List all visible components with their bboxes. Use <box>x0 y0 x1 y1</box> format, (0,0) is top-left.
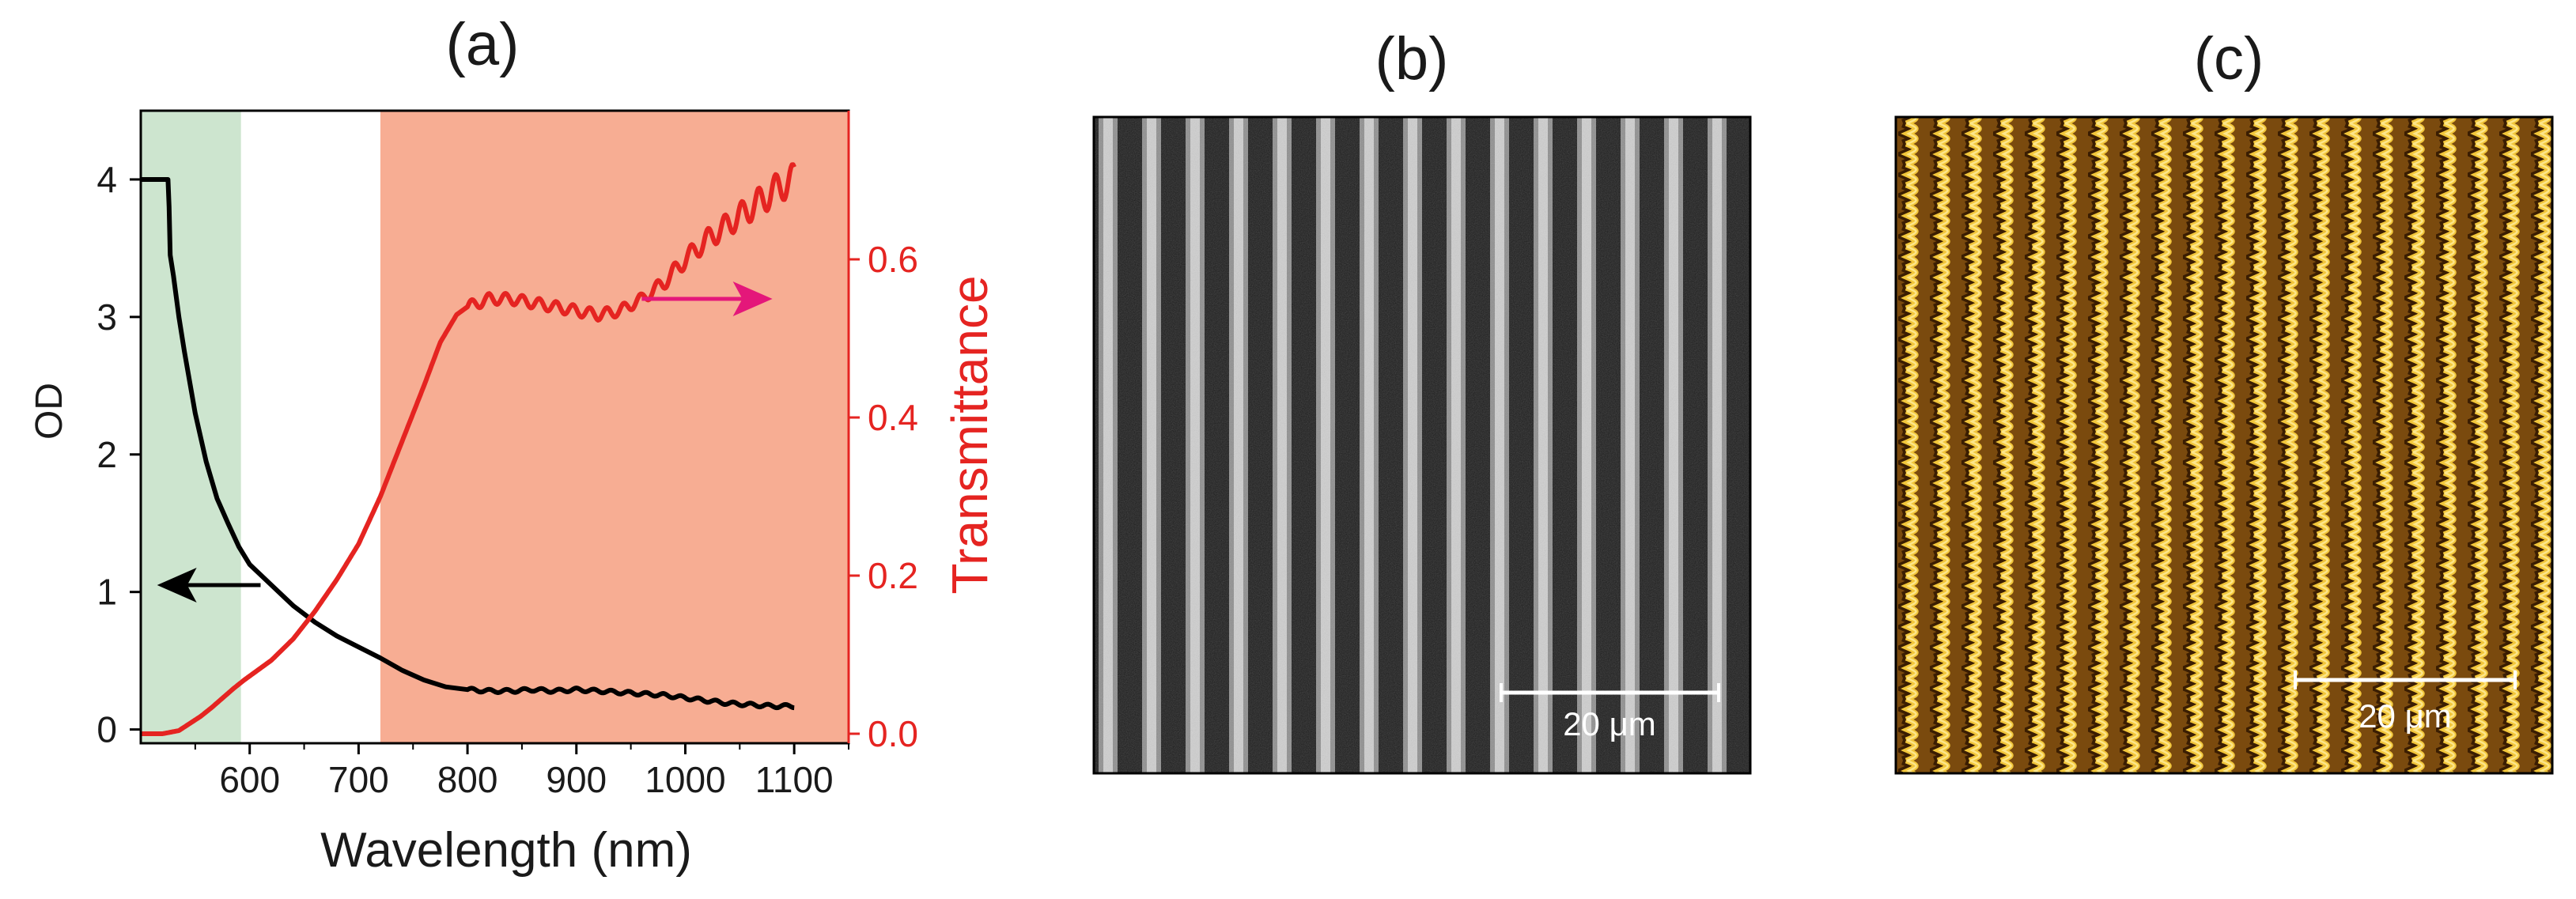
transmittance-series <box>139 162 796 736</box>
y2-axis-title: Transmittance <box>941 275 998 594</box>
scale-bar-b-label: 20 μm <box>1563 705 1656 742</box>
panel-a: (a) 600 700 800 900 1000 1100 0 1 2 3 4 0.0 0.2 0.4… <box>28 11 998 878</box>
shaded-region-1 <box>380 111 849 743</box>
x-tick-label-5: 1100 <box>755 759 834 800</box>
y2-tick-label-3: 0.6 <box>868 239 918 280</box>
x-axis-title: Wavelength (nm) <box>320 823 692 878</box>
series-line-0 <box>141 177 796 711</box>
y-tick-label-4: 4 <box>96 159 117 200</box>
scale-bar-c-label: 20 μm <box>2358 697 2452 735</box>
annotation-arrow-0 <box>157 568 261 602</box>
y-ticks: 0 1 2 3 4 <box>96 159 141 750</box>
y-tick-label-1: 1 <box>96 572 117 613</box>
y-tick-label-2: 2 <box>96 434 117 475</box>
panel-c: (c) 20 μm <box>1894 25 2554 775</box>
y2-ticks: 0.0 0.2 0.4 0.6 <box>847 111 918 754</box>
x-ticks: 600 700 800 900 1000 1100 <box>194 743 849 800</box>
scale-bar-c: 20 μm <box>2294 670 2517 735</box>
y-tick-label-3: 3 <box>96 297 117 338</box>
annotation-arrow-1 <box>641 281 773 316</box>
x-tick-label-0: 600 <box>219 759 280 800</box>
panel-b: (b) 20 μm <box>1092 25 1752 775</box>
x-tick-label-2: 800 <box>437 759 498 800</box>
panel-c-label: (c) <box>2194 25 2264 93</box>
y-tick-label-0: 0 <box>96 709 117 750</box>
scale-bar-b: 20 μm <box>1500 683 1720 742</box>
annotations <box>157 281 773 602</box>
panel-b-label: (b) <box>1375 25 1449 93</box>
od-series <box>141 177 796 711</box>
sem-image <box>1092 115 1752 775</box>
y2-tick-label-1: 0.2 <box>868 555 918 596</box>
x-tick-label-1: 700 <box>328 759 389 800</box>
panel-a-label: (a) <box>446 11 520 78</box>
y2-tick-label-2: 0.4 <box>868 397 918 438</box>
y2-tick-label-0: 0.0 <box>868 713 918 754</box>
shaded-regions <box>141 111 849 743</box>
x-tick-label-4: 1000 <box>645 759 725 800</box>
shaded-region-0 <box>141 111 241 743</box>
y-axis-title: OD <box>28 383 70 440</box>
afm-image <box>1894 115 2554 775</box>
x-tick-label-3: 900 <box>546 759 607 800</box>
series-line-1 <box>139 162 796 736</box>
